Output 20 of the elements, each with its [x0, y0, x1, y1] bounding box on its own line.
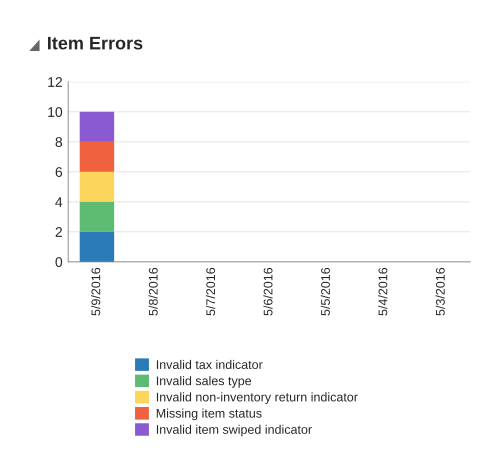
legend-label: Invalid tax indicator: [156, 360, 263, 370]
chart-title: Item Errors: [48, 36, 142, 50]
legend-label: Invalid non-inventory return indicator: [156, 392, 358, 404]
y-tick-label: 8: [56, 137, 62, 147]
y-tick-label: 2: [56, 227, 62, 237]
x-tick-label: 5/4/2016: [378, 268, 388, 316]
x-tick-label: 5/3/2016: [436, 268, 445, 316]
y-tick-label: 6: [56, 167, 62, 177]
y-tick-label: 12: [48, 77, 62, 87]
legend-label: Missing item status: [156, 408, 262, 420]
legend-label: Invalid sales type: [156, 376, 252, 388]
y-tick-label: 4: [55, 197, 62, 207]
x-tick-label: 5/5/2016: [320, 268, 330, 316]
y-tick-label: 10: [48, 107, 62, 117]
y-tick-label: 0: [55, 257, 62, 267]
x-tick-label: 5/6/2016: [263, 268, 273, 316]
x-tick-label: 5/9/2016: [91, 268, 100, 316]
x-tick-label: 5/8/2016: [148, 268, 158, 316]
x-tick-label: 5/7/2016: [206, 268, 216, 316]
legend-label: Invalid item swiped indicator: [156, 424, 312, 436]
